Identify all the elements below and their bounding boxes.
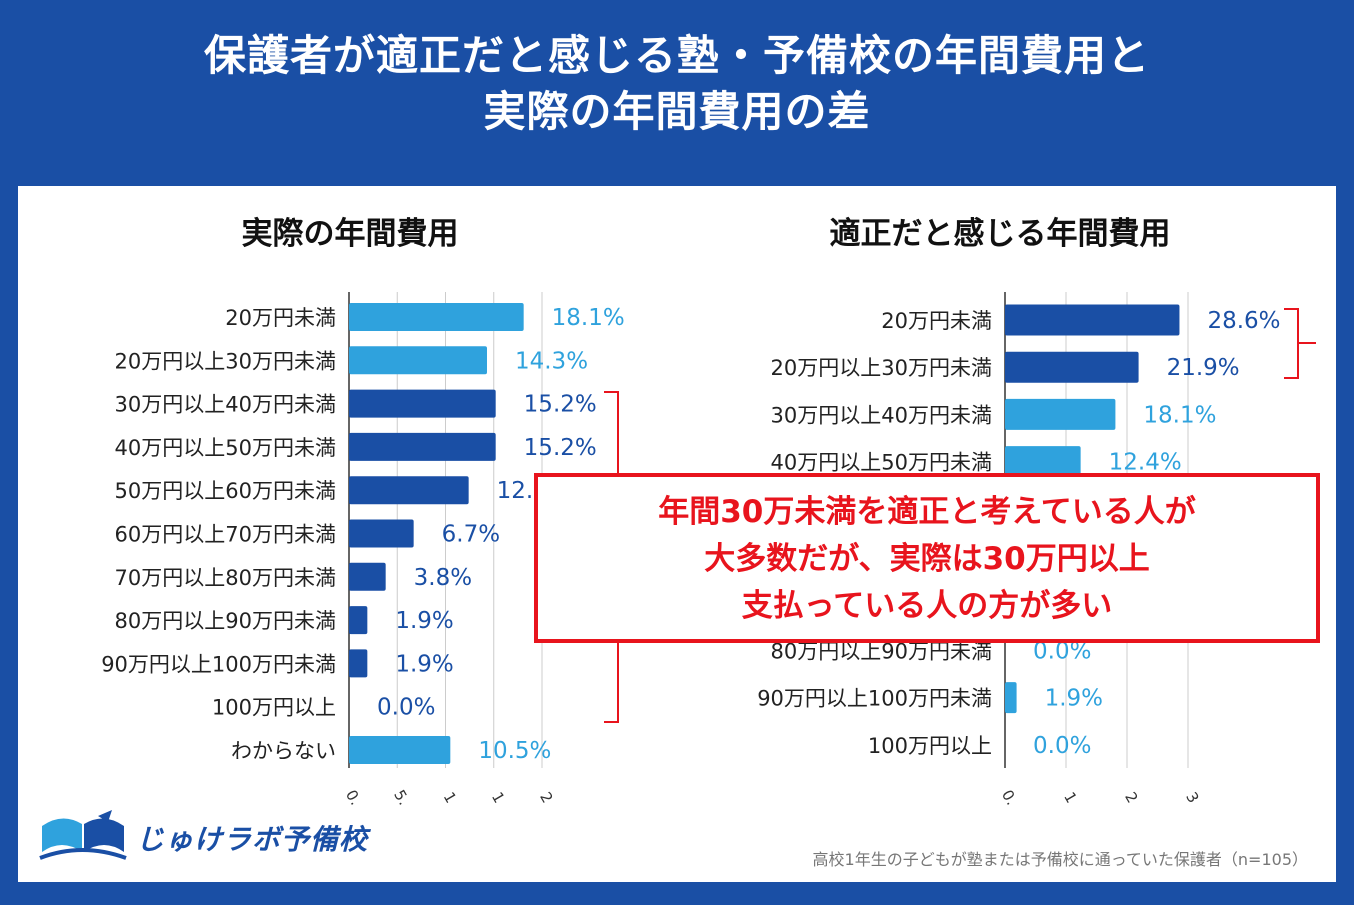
page-title-line1: 保護者が適正だと感じる塾・予備校の年間費用と <box>203 31 1150 80</box>
left-category-label: わからない <box>231 739 336 763</box>
left-data-label: 18.1% <box>552 305 625 331</box>
right-category-label: 20万円以上30万円未満 <box>771 356 992 380</box>
left-data-label: 0.0% <box>377 695 435 721</box>
right-tick-label: 1 <box>1060 789 1080 806</box>
right-bar <box>1005 351 1139 383</box>
right-chart-title: 適正だと感じる年間費用 <box>829 216 1171 252</box>
right-tick-label: 3 <box>1182 789 1202 806</box>
source-note: 高校1年生の子どもが塾または予備校に通っていた保護者（n=105） <box>812 850 1308 869</box>
left-tick-label: 1 <box>488 789 508 806</box>
book-logo-icon <box>39 810 127 860</box>
right-category-label: 90万円以上100万円未満 <box>757 687 992 711</box>
right-bracket <box>1284 308 1316 379</box>
left-data-label: 14.3% <box>515 348 588 374</box>
right-bar <box>1005 446 1081 478</box>
left-tick-label: 2 <box>536 789 556 806</box>
right-data-label: 0.0% <box>1033 733 1091 759</box>
right-category-label: 80万円以上90万円未満 <box>771 639 992 663</box>
right-tick-label: 0. <box>998 787 1021 808</box>
right-data-label: 21.9% <box>1167 355 1240 381</box>
left-bar <box>349 649 368 678</box>
left-category-label: 20万円未満 <box>225 306 336 330</box>
left-category-label: 80万円以上90万円未満 <box>115 609 336 633</box>
left-category-label: 40万円以上50万円未満 <box>115 436 336 460</box>
left-data-label: 6.7% <box>442 522 500 548</box>
page-title-line2: 実際の年間費用の差 <box>483 87 871 136</box>
left-tick-label: 0. <box>342 787 365 808</box>
left-tick-label: 5. <box>390 787 413 808</box>
left-bar <box>349 606 368 635</box>
left-bar <box>349 519 414 548</box>
callout-line2: 大多数だが、実際は30万円以上 <box>704 541 1150 577</box>
left-data-label: 10.5% <box>478 738 551 764</box>
left-data-label: 15.2% <box>524 435 597 461</box>
right-data-label: 28.6% <box>1207 308 1280 334</box>
left-bar <box>349 389 496 418</box>
right-bar <box>1005 398 1116 430</box>
right-category-label: 20万円未満 <box>881 309 992 333</box>
left-bar <box>349 346 487 375</box>
left-category-label: 20万円以上30万円未満 <box>115 349 336 373</box>
left-bar <box>349 736 451 764</box>
logo-text: じゅけラボ予備校 <box>136 823 369 856</box>
page-title: 保護者が適正だと感じる塾・予備校の年間費用と 実際の年間費用の差 <box>0 28 1354 140</box>
left-bar <box>349 303 524 331</box>
left-tick-label: 1 <box>440 789 460 806</box>
logo: じゅけラボ予備校 <box>38 808 368 868</box>
right-bar <box>1005 682 1017 714</box>
left-bar <box>349 432 496 461</box>
left-bar <box>349 562 386 591</box>
left-category-label: 100万円以上 <box>212 696 336 720</box>
callout-line1: 年間30万未満を適正と考えている人が <box>658 494 1196 530</box>
left-category-label: 30万円以上40万円未満 <box>115 393 336 417</box>
right-data-label: 18.1% <box>1143 402 1216 428</box>
left-data-label: 1.9% <box>395 651 453 677</box>
left-category-label: 70万円以上80万円未満 <box>115 566 336 590</box>
left-chart-title: 実際の年間費用 <box>241 216 459 252</box>
right-data-label: 12.4% <box>1109 450 1182 476</box>
left-data-label: 3.8% <box>414 565 472 591</box>
callout-line3: 支払っている人の方が多い <box>741 588 1113 624</box>
left-category-label: 60万円以上70万円未満 <box>115 523 336 547</box>
right-bar <box>1005 304 1180 336</box>
left-data-label: 1.9% <box>395 608 453 634</box>
left-data-label: 15.2% <box>524 392 597 418</box>
right-tick-label: 2 <box>1121 789 1141 806</box>
callout-box: 年間30万未満を適正と考えている人が 大多数だが、実際は30万円以上 支払ってい… <box>534 473 1320 643</box>
left-category-label: 90万円以上100万円未満 <box>101 652 336 676</box>
right-data-label: 1.9% <box>1045 686 1103 712</box>
right-category-label: 40万円以上50万円未満 <box>771 451 992 475</box>
right-category-label: 30万円以上40万円未満 <box>771 403 992 427</box>
left-bar <box>349 476 469 505</box>
right-category-label: 100万円以上 <box>868 734 992 758</box>
left-category-label: 50万円以上60万円未満 <box>115 479 336 503</box>
